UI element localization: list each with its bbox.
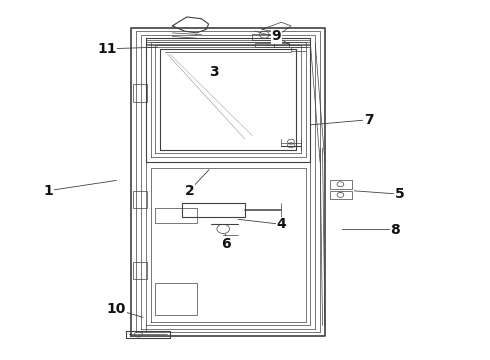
Bar	[133, 191, 147, 208]
Bar	[330, 191, 352, 199]
Text: 11: 11	[97, 42, 117, 56]
Text: 6: 6	[221, 237, 230, 251]
Text: 5: 5	[395, 187, 405, 201]
Text: 3: 3	[209, 65, 219, 79]
Text: 10: 10	[107, 302, 126, 316]
Bar	[155, 208, 196, 222]
Bar	[330, 180, 352, 189]
Bar	[182, 203, 245, 217]
Text: 8: 8	[391, 222, 400, 237]
Bar	[252, 33, 276, 40]
Text: 9: 9	[271, 30, 281, 44]
Text: 4: 4	[276, 217, 286, 231]
Text: 7: 7	[364, 113, 373, 127]
Bar	[133, 261, 147, 279]
Bar	[255, 43, 274, 47]
Bar	[133, 84, 147, 102]
Text: 1: 1	[44, 184, 54, 198]
Bar	[274, 43, 289, 47]
Text: 2: 2	[184, 184, 194, 198]
Bar	[155, 283, 196, 315]
